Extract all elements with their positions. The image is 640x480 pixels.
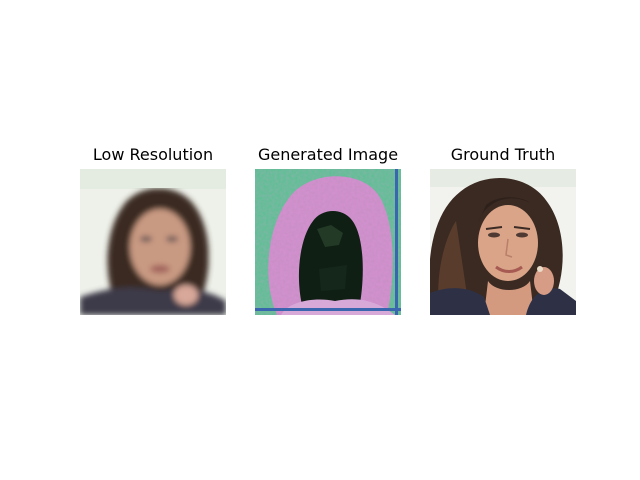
low-resolution-image <box>80 169 226 315</box>
low-resolution-title: Low Resolution <box>92 145 214 164</box>
ground-truth-title: Ground Truth <box>450 145 556 164</box>
generated-image <box>255 169 401 315</box>
ground-truth-image <box>430 169 576 315</box>
generated-image-title: Generated Image <box>257 145 399 164</box>
